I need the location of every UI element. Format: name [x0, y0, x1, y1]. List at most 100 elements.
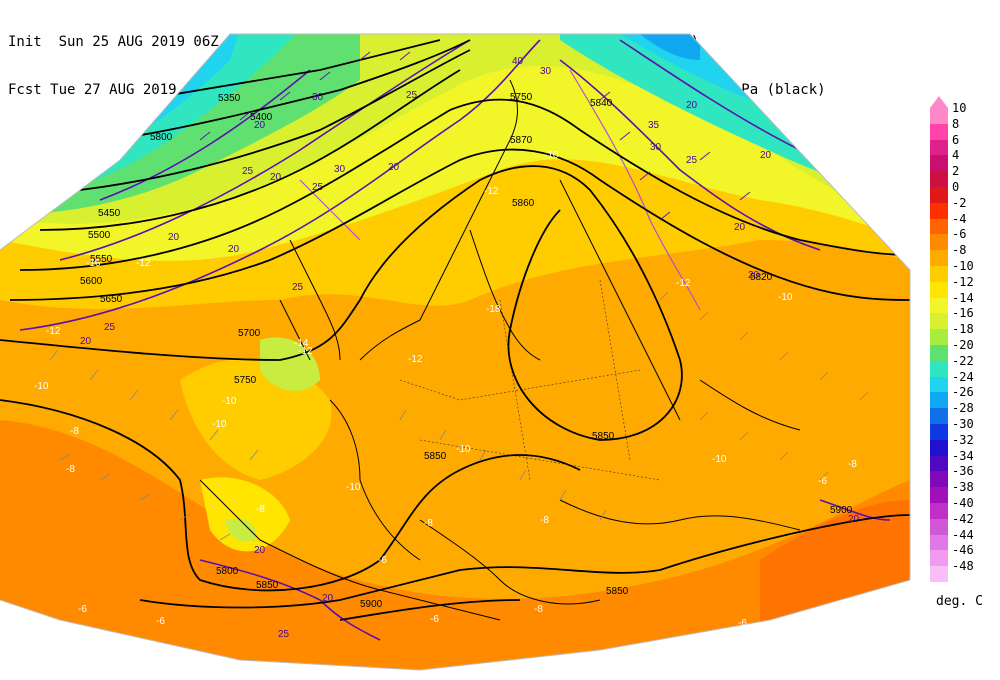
- colorbar-tick-label: -10: [952, 259, 974, 273]
- colorbar-tick-label: -32: [952, 432, 974, 447]
- geo-label: 5550: [90, 254, 113, 265]
- wind-label: 30: [540, 66, 552, 77]
- wind-label: 20: [748, 270, 760, 281]
- wind-label: 20: [848, 514, 860, 525]
- colorbar-swatch: [930, 155, 948, 172]
- coastlines: [199, 79, 801, 621]
- wind-label: 20: [734, 222, 746, 233]
- temp-label: -10: [544, 150, 559, 161]
- colorbar-tick-label: -12: [952, 274, 974, 289]
- temp-label: -10: [712, 454, 727, 465]
- wind-label: 40: [512, 56, 524, 67]
- geo-label: 5840: [590, 98, 613, 109]
- colorbar-swatch: [930, 108, 948, 125]
- colorbar-tick-label: -46: [952, 543, 974, 558]
- colorbar-units: deg. C: [936, 594, 983, 609]
- temp-label: -8: [540, 515, 549, 526]
- wind-label: 20: [322, 593, 334, 604]
- geo-label: 5650: [100, 294, 123, 305]
- colorbar-tick-label: -38: [952, 480, 974, 495]
- temp-label: -12: [298, 346, 313, 357]
- wind-label: 25: [278, 629, 290, 640]
- colorbar-swatch: [930, 313, 948, 330]
- colorbar-swatch: [930, 455, 948, 472]
- geo-label: 5750: [510, 92, 533, 103]
- wind-contours-light: [299, 69, 701, 311]
- colorbar-swatch: [930, 408, 948, 425]
- wind-label: 20: [80, 336, 92, 347]
- colorbar-tick-label: -28: [952, 401, 974, 416]
- temp-label: -12: [408, 354, 423, 365]
- temp-label: -14: [294, 338, 309, 349]
- wind-label-group: 30 25 20 35 40 25 30 20 30 25 20 20 25 2…: [80, 56, 860, 640]
- colorbar-tick-label: -20: [952, 338, 974, 352]
- colorbar-swatch: [930, 297, 948, 314]
- colorbar-tick-label: -8: [952, 243, 967, 258]
- geo-label: 5600: [80, 276, 103, 287]
- colorbar-tick-label: -36: [952, 464, 974, 479]
- temp-label: -6: [738, 618, 747, 629]
- temp-label: -10: [456, 444, 471, 455]
- temp-label: -12: [484, 186, 499, 197]
- temp-label: -10: [778, 292, 793, 303]
- map-outline: [0, 33, 911, 671]
- geopotential-contours: [0, 39, 910, 621]
- colorbar-tick-label: 2: [952, 164, 960, 179]
- geo-label: 5750: [234, 375, 257, 386]
- colorbar-swatch: [930, 566, 948, 583]
- colorbar-swatch: [930, 424, 948, 441]
- colorbar-tick-label: -26: [952, 385, 974, 400]
- temp-shade-spain-green: [225, 518, 256, 542]
- borders: [399, 279, 661, 481]
- wind-label: 20: [168, 232, 180, 243]
- colorbar-tick-label: -48: [952, 559, 974, 574]
- colorbar-tick-label: -22: [952, 353, 974, 368]
- temp-label: -12: [46, 326, 61, 337]
- wind-label: 25: [312, 182, 324, 193]
- temp-label: -8: [424, 518, 433, 529]
- temp-label: -8: [70, 426, 79, 437]
- temp-label: -12: [136, 258, 151, 269]
- colorbar-tick-label: 6: [952, 132, 960, 147]
- colorbar-swatch: [930, 139, 948, 156]
- geo-label: 5850: [424, 451, 447, 462]
- wind-label: 25: [406, 90, 418, 101]
- geo-label: 5850: [256, 580, 279, 591]
- wind-label: 20: [254, 120, 266, 131]
- geo-label: 5500: [88, 230, 111, 241]
- wind-label: 25: [292, 282, 304, 293]
- geo-label: 5860: [512, 198, 535, 209]
- colorbar-tick-label: -14: [952, 290, 974, 305]
- colorbar-tick-label: -40: [952, 496, 974, 510]
- geo-label: 5800: [150, 132, 173, 143]
- wind-barbs: [49, 291, 869, 541]
- colorbar-tick-label: -34: [952, 448, 974, 463]
- wind-label: 20: [254, 545, 266, 556]
- temp-label: -10: [212, 419, 227, 430]
- temp-label: -10: [346, 482, 361, 493]
- colorbar-swatch: [930, 471, 948, 488]
- temp-label: -6: [156, 616, 165, 627]
- colorbar-tick-label: -42: [952, 511, 974, 526]
- wind-label: 20: [228, 244, 240, 255]
- colorbar-swatch: [930, 234, 948, 251]
- wind-label: 30: [334, 164, 346, 175]
- temp-label: -10: [34, 381, 49, 392]
- wind-label: 35: [648, 120, 660, 131]
- temp-label: -16: [86, 258, 101, 269]
- wind-label: 25: [686, 155, 698, 166]
- colorbar-swatch: [930, 550, 948, 567]
- colorbar-tick-label: -18: [952, 322, 974, 337]
- colorbar-tick-label: -2: [952, 195, 967, 210]
- colorbar-swatch: [930, 281, 948, 299]
- colorbar-tick-label: 10: [952, 101, 967, 115]
- geo-label: 5900: [360, 599, 383, 610]
- colorbar-tick-label: -4: [952, 211, 967, 226]
- colorbar-swatch: [930, 487, 948, 504]
- wind-label: 30: [312, 92, 324, 103]
- colorbar-swatch: [930, 534, 948, 551]
- colorbar-swatch: [930, 250, 948, 267]
- colorbar-swatch: [930, 187, 948, 204]
